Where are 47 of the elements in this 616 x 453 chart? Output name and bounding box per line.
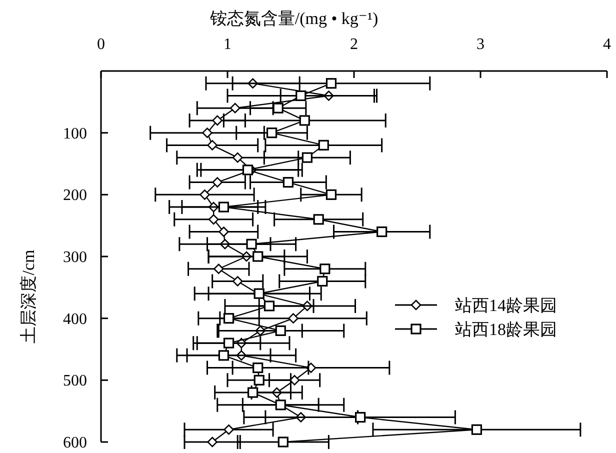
point [317,276,328,287]
y-tick-label: 100 [63,125,87,142]
point [376,226,388,238]
legend-label: 站西18龄果园 [455,320,557,339]
x-tick-label: 0 [97,36,105,53]
point [248,387,258,398]
point [275,325,286,336]
point [254,374,264,386]
point [252,362,264,374]
point [218,202,230,212]
y-tick-label: 200 [63,187,87,204]
point [326,78,337,89]
legend-label: 站西14龄果园 [455,296,557,315]
y-tick-label: 300 [63,249,87,266]
point [246,238,257,250]
point [278,436,288,448]
point [326,189,337,200]
point [252,251,264,262]
point [223,313,234,324]
point [266,128,278,138]
point [355,412,366,423]
point [218,350,230,361]
point [264,300,275,312]
point [202,128,212,138]
x-tick-label: 3 [476,36,484,53]
y-tick-label: 400 [63,310,87,328]
y-axis-title: 土层深度/cm [19,250,38,344]
x-tick-label: 4 [603,36,611,53]
point [313,214,324,225]
point [232,152,243,163]
point [272,102,284,114]
x-axis-title: 铵态氮含量/(mg • kg⁻¹) [208,9,378,28]
point [275,400,286,410]
point [208,214,219,225]
point [299,115,310,126]
point [471,424,482,435]
point [318,140,329,150]
x-tick-label: 2 [350,36,358,53]
point [282,177,294,188]
point [302,152,312,163]
y-tick-label: 600 [63,434,87,452]
point [296,90,306,102]
y-tick-label: 500 [63,372,87,390]
point [242,164,254,176]
point [223,338,234,348]
point [320,264,330,274]
x-tick-label: 1 [224,36,232,53]
